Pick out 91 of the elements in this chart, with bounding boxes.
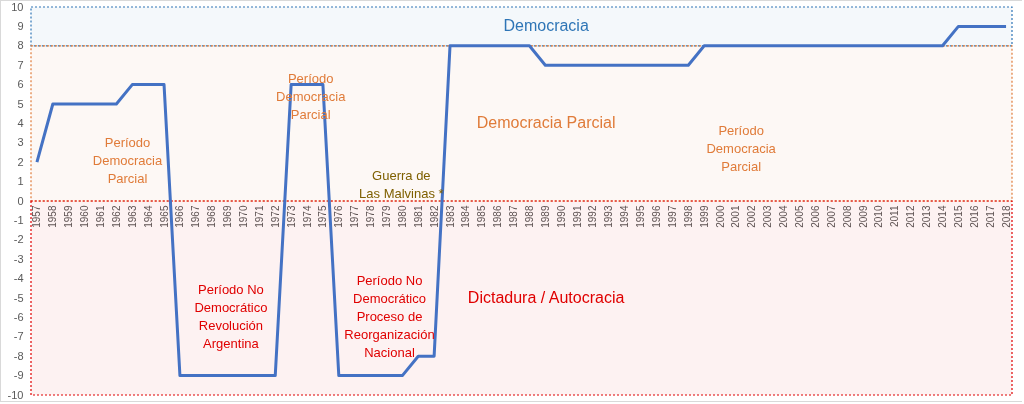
x-tick-label: 1992 <box>587 205 599 228</box>
band-label: Democracia Parcial <box>476 114 616 132</box>
x-tick-label: 1984 <box>460 205 472 228</box>
x-tick-label: 1998 <box>682 205 694 228</box>
x-tick-label: 2000 <box>714 205 726 228</box>
x-tick-label: 2015 <box>952 205 964 228</box>
x-tick-label: 1978 <box>365 205 377 228</box>
x-tick-label: 2002 <box>746 205 758 228</box>
y-tick-label: 0 <box>17 194 24 207</box>
x-tick-label: 2001 <box>730 205 742 228</box>
y-tick-label: -1 <box>13 213 24 226</box>
x-tick-label: 1991 <box>571 205 583 228</box>
y-tick-label: 4 <box>17 116 24 129</box>
y-tick-label: 7 <box>17 58 24 71</box>
x-tick-label: 1971 <box>253 205 265 228</box>
y-tick-label: 9 <box>17 19 24 32</box>
y-tick-label: 8 <box>17 39 24 52</box>
x-tick-label: 1990 <box>555 205 567 228</box>
x-tick-label: 1988 <box>523 205 535 228</box>
x-tick-label: 1986 <box>492 205 504 228</box>
y-tick-label: 5 <box>17 97 24 110</box>
x-tick-label: 1957 <box>31 205 43 228</box>
x-tick-label: 1975 <box>317 205 329 228</box>
x-tick-label: 1965 <box>158 205 170 228</box>
x-tick-label: 1964 <box>142 205 154 228</box>
x-tick-label: 1960 <box>79 205 91 228</box>
x-tick-label: 1968 <box>206 205 218 228</box>
y-tick-label: -6 <box>13 310 24 323</box>
annotation: Período No Democrático Proceso de Reorganización Nacional <box>344 272 435 360</box>
x-tick-label: 1983 <box>444 205 456 228</box>
x-tick-label: 2010 <box>873 205 885 228</box>
x-tick-label: 2004 <box>778 205 790 228</box>
x-tick-label: 1989 <box>539 205 551 228</box>
x-tick-label: 1987 <box>508 205 520 228</box>
x-tick-label: 1980 <box>396 205 408 228</box>
y-tick-label: -2 <box>13 233 24 246</box>
x-tick-label: 1996 <box>651 205 663 228</box>
x-tick-label: 2008 <box>841 205 853 228</box>
x-tick-label: 2012 <box>905 205 917 228</box>
y-tick-label: -8 <box>13 349 24 362</box>
x-tick-label: 1963 <box>126 205 138 228</box>
x-tick-label: 2003 <box>762 205 774 228</box>
x-tick-label: 1958 <box>47 205 59 228</box>
x-tick-label: 1994 <box>619 205 631 228</box>
x-tick-label: 2005 <box>794 205 806 228</box>
x-tick-label: 1967 <box>190 205 202 228</box>
x-tick-label: 1972 <box>269 205 281 228</box>
annotation: Período Democracia Parcial <box>92 134 163 186</box>
y-tick-label: 1 <box>17 175 24 188</box>
band-label: Democracia <box>503 17 589 35</box>
x-tick-label: 2018 <box>1000 205 1012 228</box>
x-tick-label: 1961 <box>94 205 106 228</box>
x-tick-label: 2007 <box>825 205 837 228</box>
y-tick-label: -3 <box>13 252 24 265</box>
x-tick-label: 2014 <box>937 205 949 228</box>
annotation: Guerra de Las Malvinas * <box>359 167 444 201</box>
y-tick-label: 10 <box>11 0 24 13</box>
x-tick-label: 1959 <box>63 205 75 228</box>
y-tick-label: -7 <box>13 330 24 343</box>
y-tick-label: -9 <box>13 369 24 382</box>
x-tick-label: 1995 <box>635 205 647 228</box>
band-label: Dictadura / Autocracia <box>467 289 625 306</box>
annotation: Período No Democrático Revolución Argentina <box>194 282 268 352</box>
x-tick-label: 1966 <box>174 205 186 228</box>
x-tick-label: 1985 <box>476 205 488 228</box>
x-tick-label: 1970 <box>237 205 249 228</box>
y-tick-label: 2 <box>17 155 24 168</box>
y-tick-label: -5 <box>13 291 24 304</box>
x-tick-label: 1997 <box>666 205 678 228</box>
x-tick-label: 1979 <box>380 205 392 228</box>
x-tick-label: 1993 <box>603 205 615 228</box>
x-tick-label: 2016 <box>968 205 980 228</box>
y-tick-label: -4 <box>13 272 24 285</box>
y-tick-label: 3 <box>17 136 24 149</box>
x-tick-label: 2013 <box>921 205 933 228</box>
x-tick-label: 1976 <box>333 205 345 228</box>
x-tick-label: 1981 <box>412 205 424 228</box>
y-tick-label: -10 <box>7 388 24 401</box>
x-tick-label: 1982 <box>428 205 440 228</box>
x-tick-label: 2006 <box>809 205 821 228</box>
x-tick-label: 1969 <box>222 205 234 228</box>
x-tick-label: 1977 <box>349 205 361 228</box>
x-tick-label: 1973 <box>285 205 297 228</box>
x-tick-label: 1962 <box>110 205 122 228</box>
x-tick-label: 1974 <box>301 205 313 228</box>
x-tick-label: 2009 <box>857 205 869 228</box>
x-tick-label: 1999 <box>698 205 710 228</box>
x-tick-label: 2011 <box>889 205 901 228</box>
annotation: Período Democracia Parcial <box>706 123 777 175</box>
y-tick-label: 6 <box>17 78 24 91</box>
x-tick-label: 2017 <box>984 205 996 228</box>
